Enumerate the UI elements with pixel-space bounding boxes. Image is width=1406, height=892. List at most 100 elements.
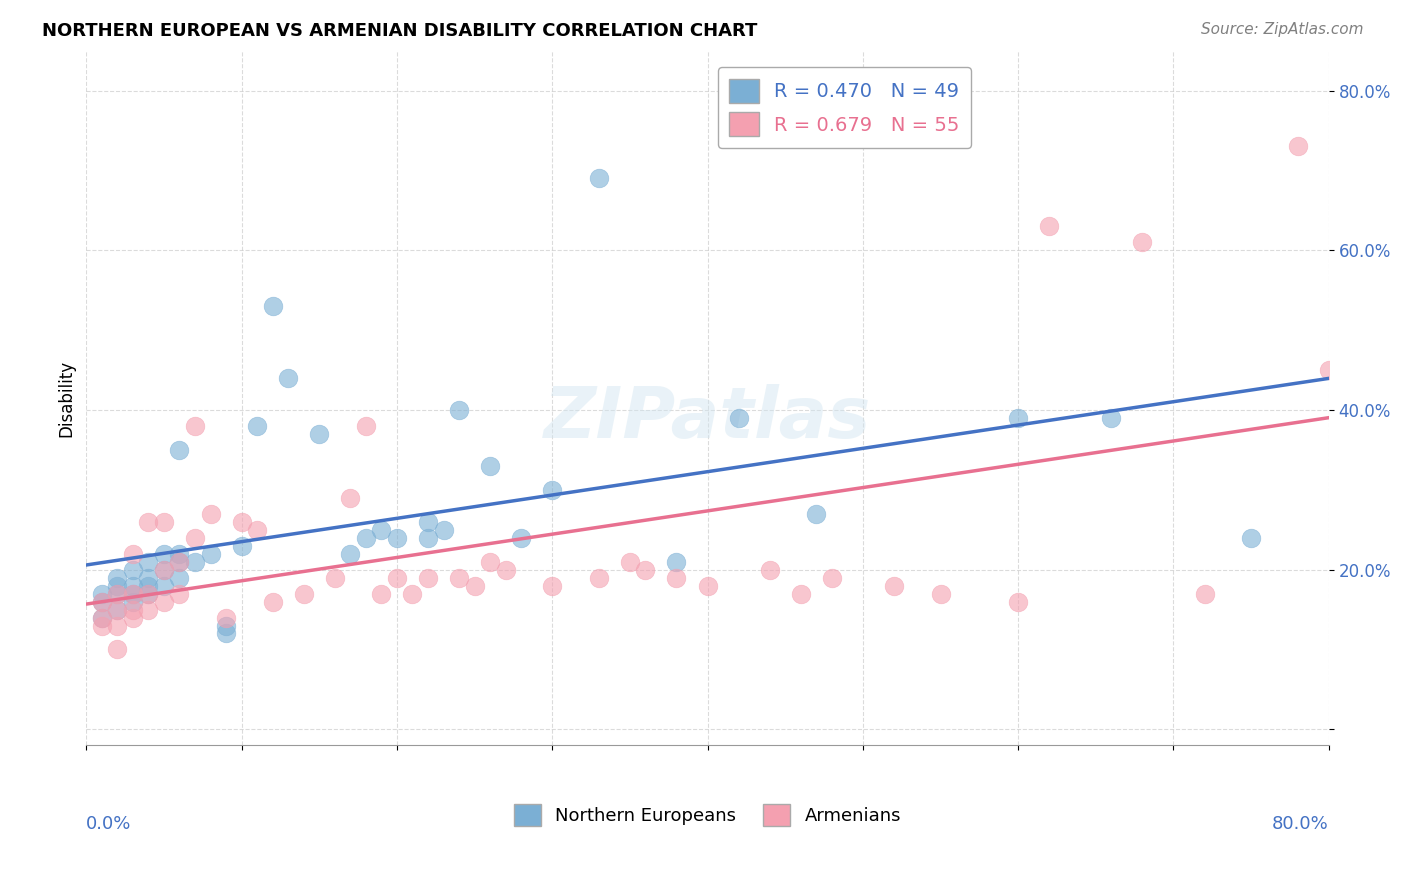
Point bbox=[90, 610, 112, 624]
Point bbox=[464, 578, 486, 592]
Point bbox=[479, 555, 502, 569]
Point bbox=[105, 586, 128, 600]
Point bbox=[138, 571, 160, 585]
Point bbox=[90, 618, 112, 632]
Point bbox=[138, 555, 160, 569]
Point bbox=[105, 571, 128, 585]
Point bbox=[727, 411, 749, 425]
Point bbox=[416, 531, 439, 545]
Point bbox=[105, 602, 128, 616]
Point bbox=[1286, 139, 1309, 153]
Point bbox=[588, 571, 610, 585]
Point bbox=[184, 555, 207, 569]
Point bbox=[169, 442, 191, 457]
Point bbox=[215, 610, 238, 624]
Point bbox=[1194, 586, 1216, 600]
Point bbox=[105, 586, 128, 600]
Point bbox=[122, 610, 145, 624]
Point bbox=[416, 515, 439, 529]
Point bbox=[323, 571, 346, 585]
Point bbox=[169, 547, 191, 561]
Point bbox=[370, 523, 392, 537]
Point bbox=[354, 418, 377, 433]
Point bbox=[479, 458, 502, 473]
Text: 80.0%: 80.0% bbox=[1272, 814, 1329, 833]
Y-axis label: Disability: Disability bbox=[58, 359, 75, 436]
Point bbox=[339, 547, 361, 561]
Point bbox=[122, 602, 145, 616]
Text: ZIPatlas: ZIPatlas bbox=[544, 384, 872, 453]
Point bbox=[169, 555, 191, 569]
Point bbox=[1038, 219, 1060, 234]
Text: 0.0%: 0.0% bbox=[86, 814, 132, 833]
Point bbox=[495, 563, 517, 577]
Point bbox=[354, 531, 377, 545]
Point bbox=[510, 531, 533, 545]
Point bbox=[883, 578, 905, 592]
Point bbox=[105, 578, 128, 592]
Point bbox=[432, 523, 454, 537]
Point bbox=[1132, 235, 1154, 250]
Point bbox=[153, 563, 176, 577]
Point bbox=[169, 571, 191, 585]
Point bbox=[200, 507, 222, 521]
Point bbox=[758, 563, 780, 577]
Point bbox=[122, 563, 145, 577]
Point bbox=[339, 491, 361, 505]
Point bbox=[370, 586, 392, 600]
Point bbox=[1317, 363, 1340, 377]
Point bbox=[122, 578, 145, 592]
Point bbox=[1099, 411, 1122, 425]
Point bbox=[416, 571, 439, 585]
Point bbox=[169, 555, 191, 569]
Point bbox=[215, 618, 238, 632]
Point bbox=[1007, 411, 1029, 425]
Text: Source: ZipAtlas.com: Source: ZipAtlas.com bbox=[1201, 22, 1364, 37]
Point bbox=[184, 531, 207, 545]
Point bbox=[90, 594, 112, 608]
Point bbox=[634, 563, 657, 577]
Point bbox=[790, 586, 813, 600]
Point bbox=[105, 618, 128, 632]
Point bbox=[138, 586, 160, 600]
Point bbox=[696, 578, 718, 592]
Point bbox=[169, 586, 191, 600]
Point bbox=[138, 578, 160, 592]
Point bbox=[665, 571, 688, 585]
Point bbox=[1007, 594, 1029, 608]
Point bbox=[153, 594, 176, 608]
Point bbox=[588, 171, 610, 186]
Point bbox=[215, 626, 238, 640]
Point bbox=[385, 571, 408, 585]
Point bbox=[138, 602, 160, 616]
Point bbox=[138, 586, 160, 600]
Point bbox=[385, 531, 408, 545]
Point bbox=[231, 515, 253, 529]
Point bbox=[929, 586, 952, 600]
Point bbox=[122, 594, 145, 608]
Point bbox=[262, 299, 284, 313]
Point bbox=[821, 571, 844, 585]
Point bbox=[184, 418, 207, 433]
Point bbox=[122, 586, 145, 600]
Point bbox=[447, 571, 470, 585]
Point bbox=[246, 523, 269, 537]
Point bbox=[447, 403, 470, 417]
Point bbox=[246, 418, 269, 433]
Point bbox=[308, 426, 330, 441]
Legend: Northern Europeans, Armenians: Northern Europeans, Armenians bbox=[506, 797, 908, 833]
Point bbox=[231, 539, 253, 553]
Point bbox=[153, 578, 176, 592]
Point bbox=[138, 515, 160, 529]
Point bbox=[541, 578, 564, 592]
Point bbox=[153, 515, 176, 529]
Point bbox=[153, 547, 176, 561]
Point bbox=[401, 586, 423, 600]
Point bbox=[90, 586, 112, 600]
Point bbox=[122, 547, 145, 561]
Point bbox=[619, 555, 641, 569]
Point bbox=[153, 563, 176, 577]
Point bbox=[665, 555, 688, 569]
Point bbox=[105, 642, 128, 657]
Point bbox=[105, 602, 128, 616]
